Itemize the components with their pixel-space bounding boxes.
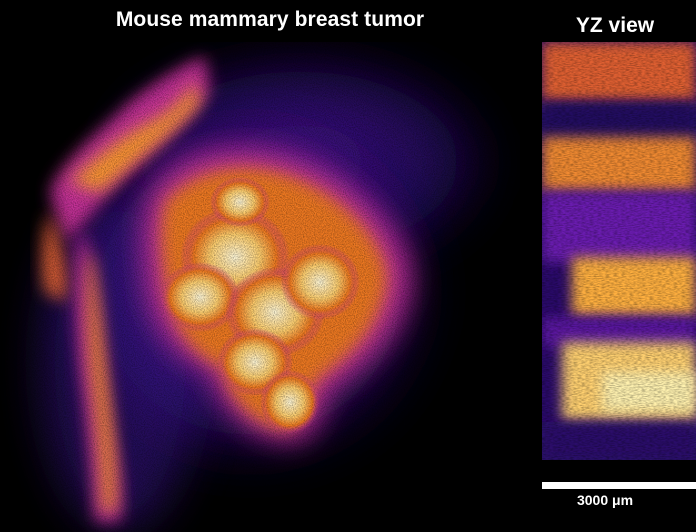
main-title: Mouse mammary breast tumor bbox=[115, 8, 425, 31]
yz-view-svg bbox=[542, 42, 696, 460]
yz-view-image bbox=[542, 42, 696, 460]
tumor-image-svg bbox=[0, 42, 520, 532]
scale-bar-label: 3000 μm bbox=[576, 492, 634, 508]
yz-view-title: YZ view bbox=[575, 14, 655, 37]
tumor-image bbox=[0, 42, 520, 532]
scale-bar bbox=[542, 482, 696, 489]
